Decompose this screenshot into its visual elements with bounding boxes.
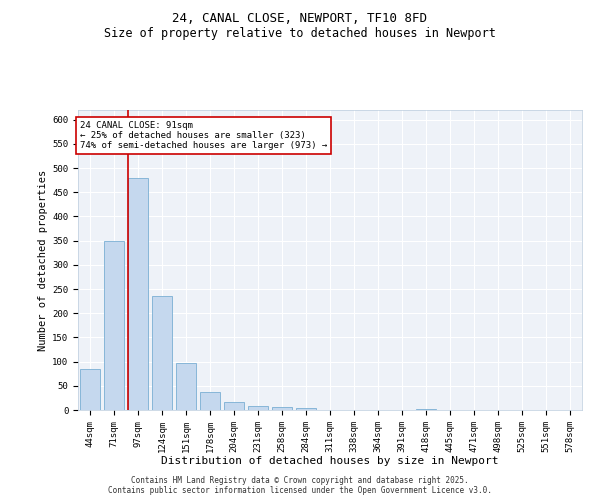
Text: Size of property relative to detached houses in Newport: Size of property relative to detached ho…	[104, 28, 496, 40]
Bar	[104, 240, 124, 410]
Bar	[272, 406, 292, 410]
Bar	[152, 296, 172, 410]
Bar	[224, 402, 244, 410]
Bar	[80, 369, 100, 410]
Bar	[416, 409, 436, 410]
Bar	[296, 408, 316, 410]
Text: 24 CANAL CLOSE: 91sqm
← 25% of detached houses are smaller (323)
74% of semi-det: 24 CANAL CLOSE: 91sqm ← 25% of detached …	[80, 120, 327, 150]
Text: 24, CANAL CLOSE, NEWPORT, TF10 8FD: 24, CANAL CLOSE, NEWPORT, TF10 8FD	[173, 12, 427, 26]
X-axis label: Distribution of detached houses by size in Newport: Distribution of detached houses by size …	[161, 456, 499, 466]
Text: Contains HM Land Registry data © Crown copyright and database right 2025.
Contai: Contains HM Land Registry data © Crown c…	[108, 476, 492, 495]
Bar	[200, 392, 220, 410]
Y-axis label: Number of detached properties: Number of detached properties	[38, 170, 48, 350]
Bar	[248, 406, 268, 410]
Bar	[128, 178, 148, 410]
Bar	[176, 363, 196, 410]
